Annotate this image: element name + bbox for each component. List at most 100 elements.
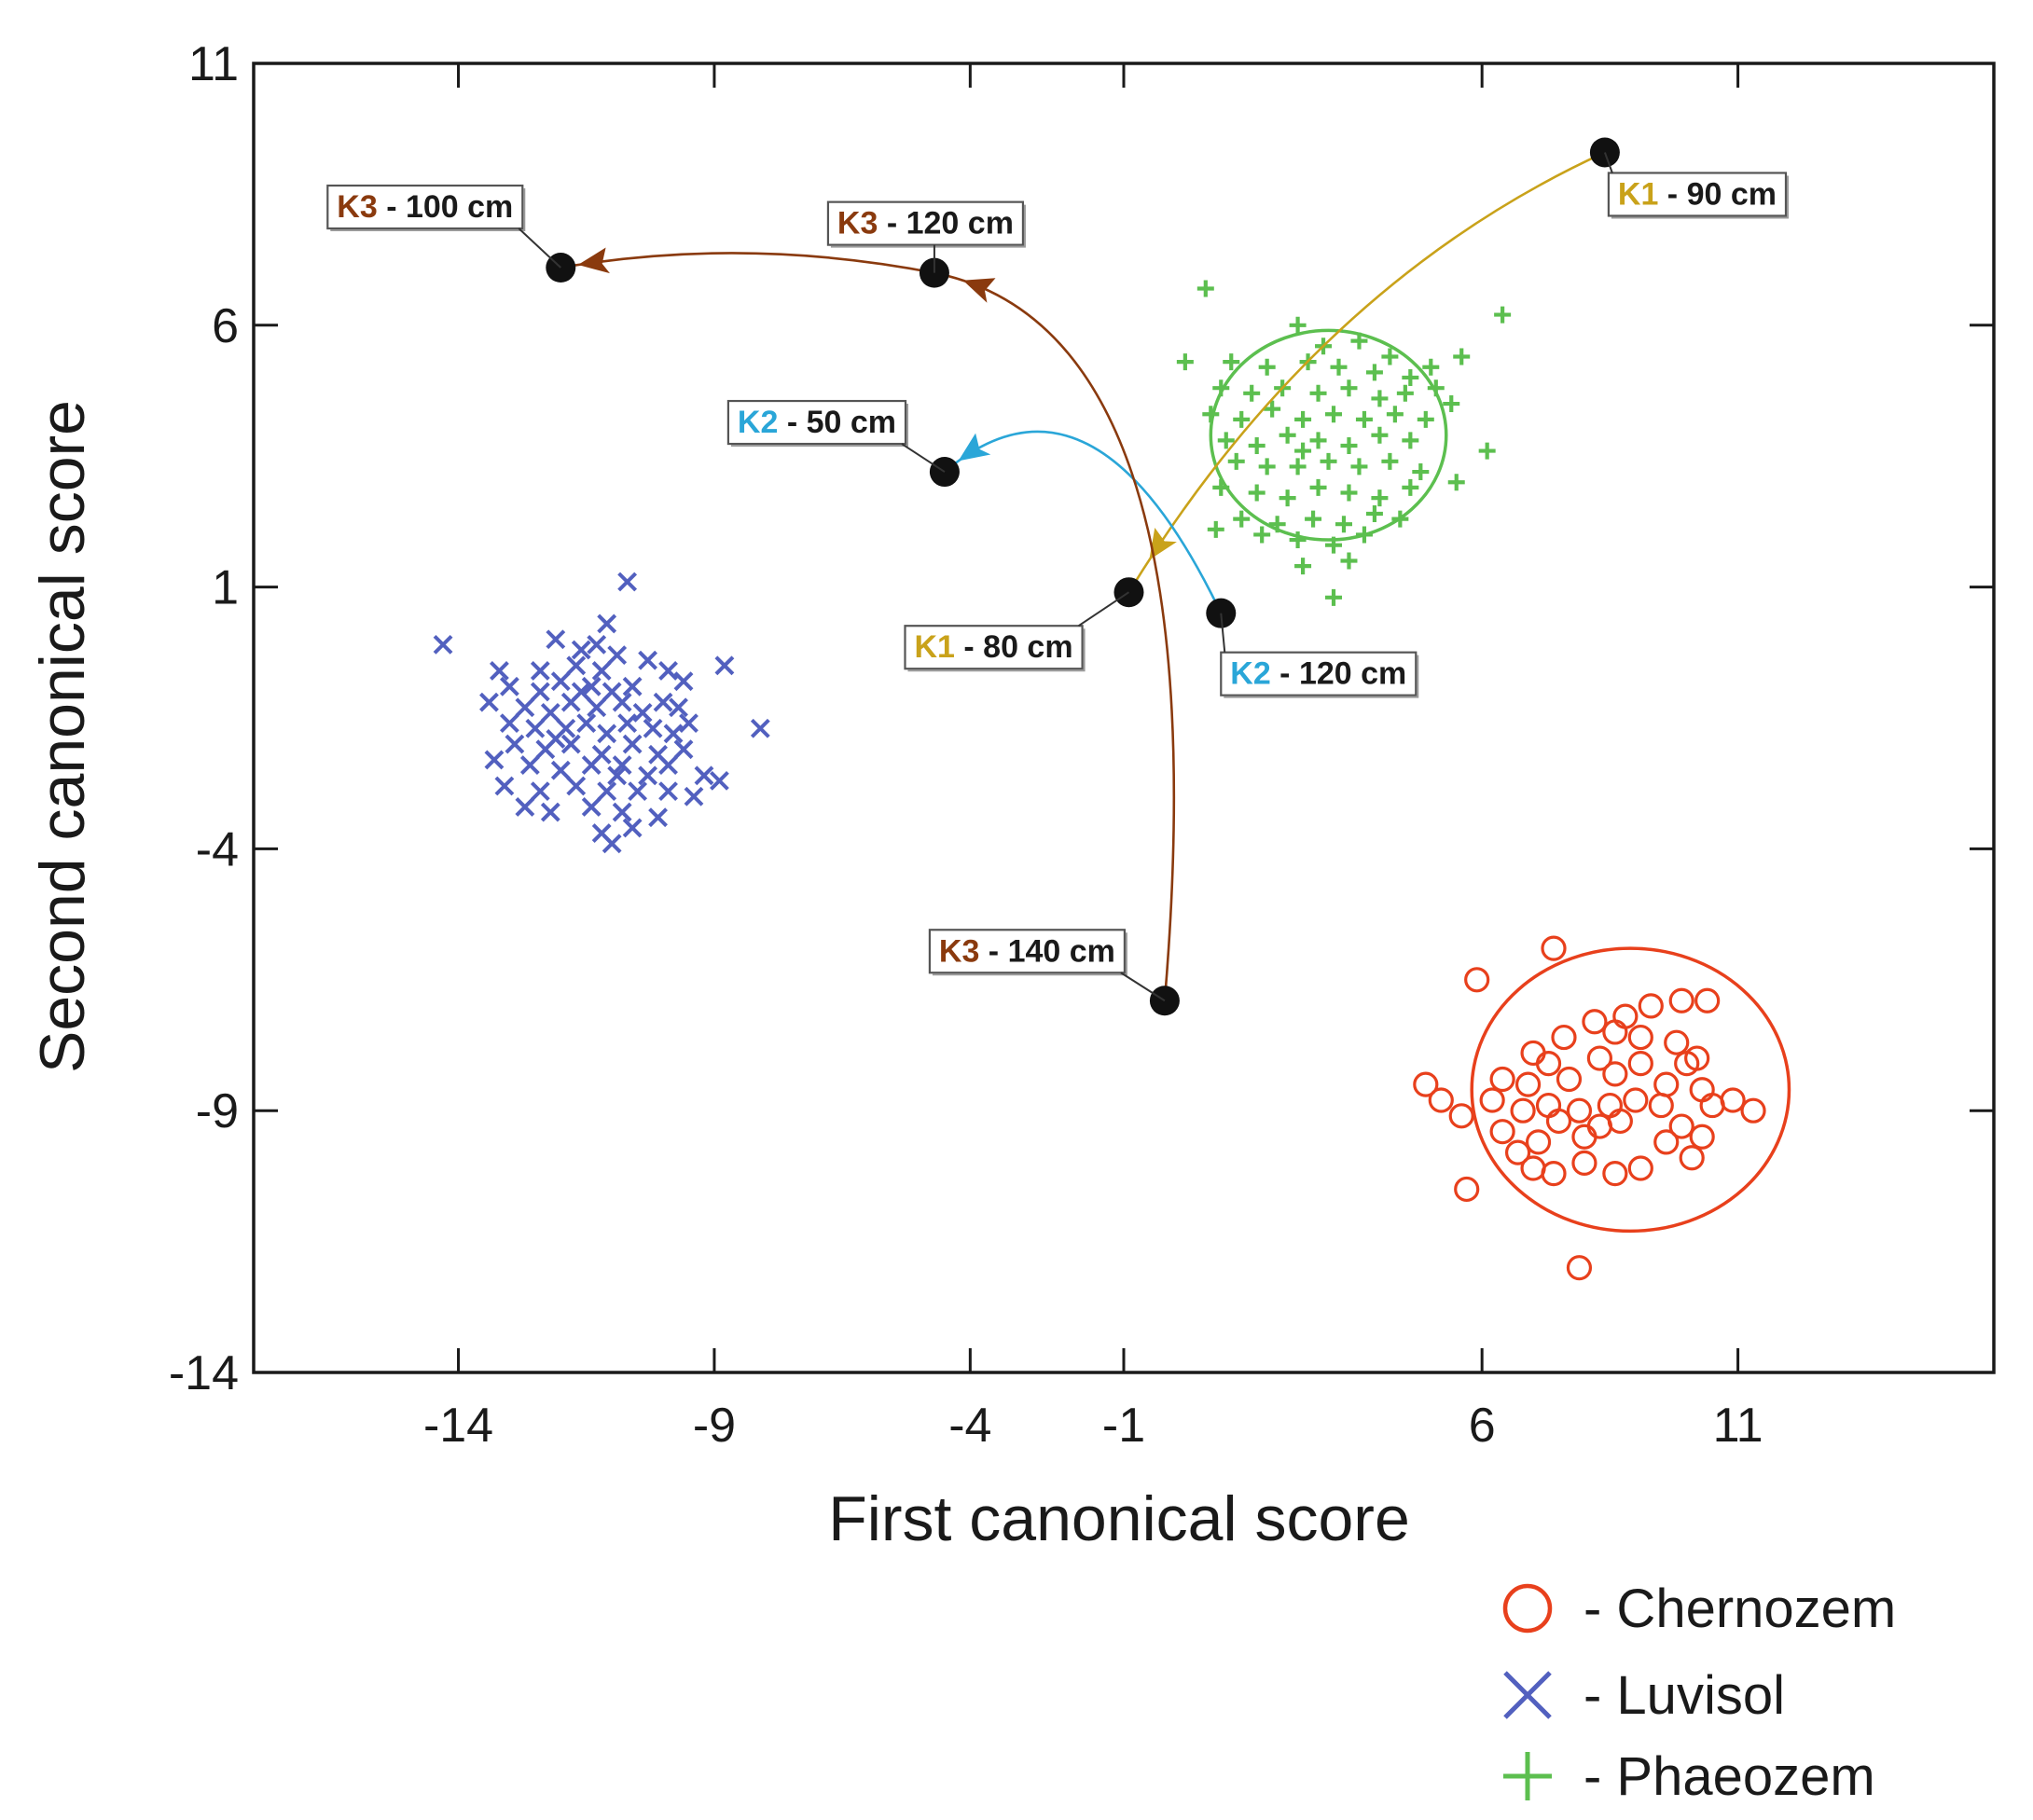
k2-120-label-suffix: - 120 cm [1271,656,1407,692]
luvisol-point [530,781,550,802]
luvisol-point [632,702,653,723]
k3-120-label-box [826,200,1025,246]
k3-100-label-text: K3 - 100 cm [337,189,513,225]
k3-120-label-text: K3 - 120 cm [837,206,1014,241]
phaeozem-point [1309,478,1327,496]
luvisol-point [591,661,612,681]
luvisol-point [714,655,735,676]
phaeozem-point [1248,436,1265,454]
chernozem-point [1535,1051,1562,1077]
chernozem-point [1525,1129,1552,1155]
x-tick-label: -4 [948,1399,991,1453]
k3a-arrowhead [962,278,996,303]
phaeozem-point [1350,332,1368,350]
luvisol-point [546,729,566,749]
phaeozem-point [1371,390,1389,407]
luvisol-point [546,629,566,650]
phaeozem-point [1340,436,1358,454]
chernozem-point [1674,1051,1700,1077]
chernozem-point [1504,1139,1531,1165]
phaeozem-point [1453,348,1471,365]
phaeozem-point [1402,478,1419,496]
k2-trajectory-line [944,430,1223,614]
luvisol-point [540,802,560,822]
phaeozem-point [1233,510,1251,528]
k2-arrowhead [958,433,991,462]
k3b-trajectory-line [560,252,935,274]
luvisol-point [628,781,648,802]
k1-80-label-suffix: - 80 cm [955,629,1073,665]
luvisol-point [571,640,591,660]
chernozem-point [1566,1097,1593,1124]
phaeozem-point [1248,484,1265,502]
k1-80-label-box [904,625,1084,670]
luvisol-point [658,661,678,681]
luvisol-point [566,776,587,796]
phaeozem-point [1268,516,1286,533]
luvisol-point [617,572,638,592]
phaeozem-point [1417,410,1434,428]
k3a-trajectory-line [934,271,1176,1001]
phaeozem-point [1196,280,1214,297]
phaeozem-point [1365,364,1383,381]
chernozem-point [1668,987,1694,1013]
luvisol-point [587,634,607,655]
chernozem-point [1489,1119,1515,1145]
phaeozem-point [1227,452,1245,470]
chernozem-point [1694,987,1721,1013]
chernozem-point [1489,1066,1515,1093]
luvisol-point [576,713,597,734]
luvisol-point [684,786,704,807]
chernozem-point [1514,1071,1542,1097]
k1-90-label-shadow [1611,175,1789,219]
x-tick-label: 6 [1469,1399,1496,1453]
luvisol-point [694,765,714,786]
chernozem-point [1740,1097,1766,1124]
x-tick-label: -9 [693,1399,736,1453]
k3-100-leader [518,228,561,269]
chernozem-point [1454,1176,1480,1203]
chernozem-point [1535,1092,1562,1119]
k3-100-label-suffix: - 100 cm [378,189,514,225]
luvisol-point [617,713,638,734]
phaeozem-point [1427,379,1445,397]
k2-120-label-box [1220,651,1418,696]
phaeozem-point [1325,588,1343,606]
k2-50-label-suffix: - 50 cm [778,405,896,440]
chernozem-point [1551,1024,1577,1051]
phaeozem-point [1391,510,1409,528]
phaeozem-point [1294,410,1312,428]
phaeozem-point [1371,489,1389,507]
phaeozem-point [1294,558,1312,575]
axes: -14 -9 -4 -1 6 11 11 6 1 -4 -9 -14 [169,37,1996,1453]
chernozem-point [1612,1003,1639,1029]
chernozem-point [1597,1092,1623,1119]
luvisol-point [505,734,525,754]
k1-trajectory-line [1127,151,1606,593]
luvisol-point [550,760,571,780]
luvisol-point [710,770,729,791]
phaeozem-point [1233,410,1251,428]
chernozem-point [1602,1019,1628,1045]
luvisol-point [484,750,505,770]
phaeozem-point [1412,463,1430,481]
legend-text: - Chernozem [1584,1579,1896,1639]
legend: - Chernozem - Luvisol - Phaeozem [1502,1579,1896,1807]
phaeozem-point [1294,442,1312,460]
k2-120-label-prefix: K2 [1230,656,1270,692]
chernozem-point [1428,1087,1454,1113]
k3-120-label-shadow [830,204,1026,248]
luvisol-point [663,724,684,744]
luvisol-point [658,755,678,775]
k1-90-label-text: K1 - 90 cm [1618,176,1777,212]
chernozem-point [1623,1087,1649,1113]
y-tick-label: 11 [188,37,239,91]
legend-phaeozem-marker [1503,1752,1552,1800]
chernozem-point [1689,1077,1715,1103]
k3-140-label-shadow [932,932,1127,976]
luvisol-point [566,655,587,676]
phaeozem-point [1396,384,1414,402]
luvisol-point [653,692,673,712]
y-tick-label: 1 [212,561,239,615]
